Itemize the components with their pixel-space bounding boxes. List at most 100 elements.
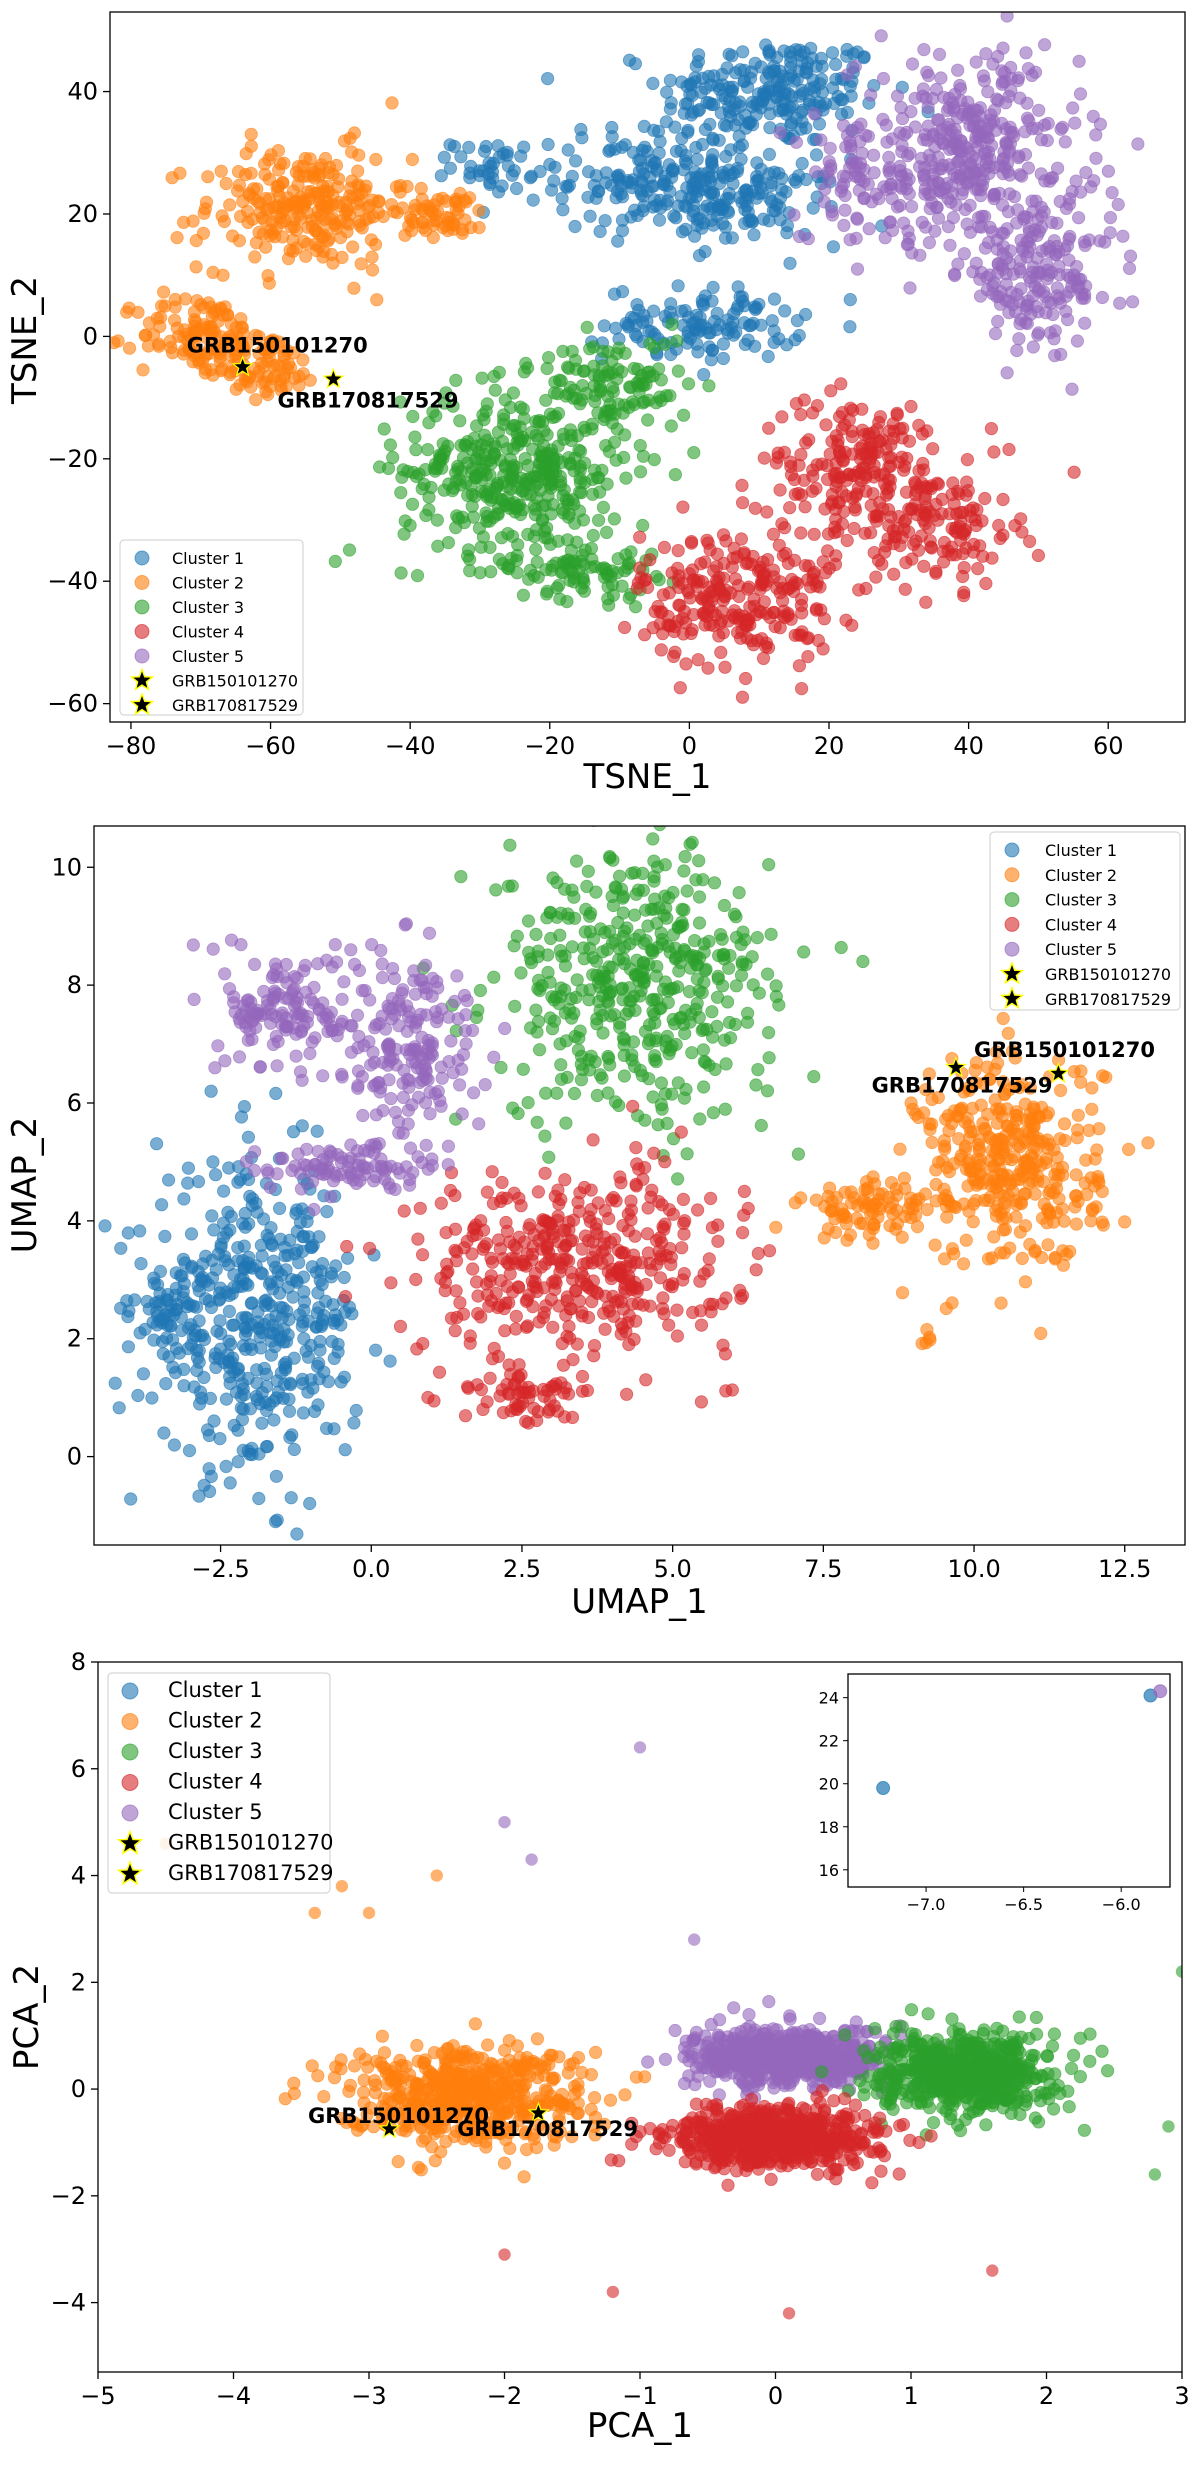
data-point <box>899 555 913 570</box>
data-point <box>567 890 581 904</box>
data-point <box>641 1246 656 1260</box>
data-point <box>654 373 668 387</box>
data-point <box>677 864 691 878</box>
data-point <box>696 873 710 887</box>
data-point <box>814 603 828 617</box>
data-point <box>663 1043 677 1057</box>
data-point <box>219 1392 233 1406</box>
data-point <box>222 1161 236 1175</box>
data-point <box>692 984 706 998</box>
data-point <box>605 577 620 592</box>
data-point <box>520 1319 535 1333</box>
data-point <box>1025 194 1039 208</box>
data-point <box>817 195 831 209</box>
data-point <box>266 1254 281 1268</box>
data-point <box>960 217 974 231</box>
data-point <box>988 326 1003 341</box>
data-point <box>921 100 935 115</box>
data-point <box>959 1233 973 1247</box>
data-point <box>636 883 651 897</box>
data-point <box>528 1266 543 1280</box>
data-point <box>512 1230 526 1244</box>
data-point <box>1095 290 1110 305</box>
data-point <box>931 1155 946 1169</box>
data-point <box>890 1203 904 1218</box>
data-point <box>557 1223 571 1237</box>
data-point <box>708 1062 722 1077</box>
data-point <box>1000 366 1014 380</box>
data-point <box>680 884 694 898</box>
data-point <box>636 396 650 410</box>
data-point <box>500 1191 514 1205</box>
data-point <box>833 471 847 485</box>
data-point <box>485 1352 500 1366</box>
data-point <box>523 477 537 492</box>
data-point <box>255 356 269 370</box>
data-point <box>939 1112 953 1126</box>
data-point <box>405 152 419 167</box>
data-point <box>495 1383 509 1397</box>
data-point <box>550 1086 564 1100</box>
data-point <box>714 106 728 120</box>
data-point <box>353 194 367 208</box>
data-point <box>1031 548 1046 563</box>
data-point <box>494 1060 508 1075</box>
data-point <box>777 521 792 535</box>
data-point <box>574 1073 589 1087</box>
data-point <box>817 1231 831 1245</box>
data-point <box>637 167 651 181</box>
data-point <box>460 1380 475 1394</box>
data-point <box>789 135 804 149</box>
data-point <box>434 169 448 183</box>
data-point <box>701 1263 715 1278</box>
data-point <box>945 1242 960 1256</box>
data-point <box>705 1221 720 1235</box>
data-point <box>980 121 995 135</box>
data-point <box>575 1305 589 1320</box>
data-point <box>555 1336 569 1351</box>
data-point <box>925 541 939 555</box>
data-point <box>822 561 837 575</box>
data-point <box>714 645 728 660</box>
data-point <box>287 999 302 1013</box>
data-point <box>479 440 494 454</box>
y-tick-label: −40 <box>47 567 98 595</box>
data-point <box>757 451 771 465</box>
data-point <box>670 1303 684 1317</box>
data-point <box>604 1272 619 1286</box>
data-point <box>722 1015 737 1030</box>
data-point <box>568 516 582 530</box>
data-point <box>592 994 606 1009</box>
data-point <box>424 480 438 495</box>
data-point <box>590 826 598 827</box>
data-point <box>762 45 776 60</box>
data-point <box>835 180 849 195</box>
data-point <box>540 1241 554 1255</box>
data-point <box>321 1375 335 1389</box>
data-point <box>303 1496 317 1511</box>
data-point <box>270 1059 284 1073</box>
data-point <box>583 342 597 356</box>
data-point <box>231 165 246 179</box>
data-point <box>1123 249 1138 263</box>
data-point <box>904 1096 918 1110</box>
data-point <box>718 660 732 674</box>
data-point <box>653 605 668 619</box>
data-point <box>403 210 417 225</box>
data-point <box>810 458 824 472</box>
data-point <box>607 287 622 301</box>
data-point <box>521 1096 535 1110</box>
data-point <box>162 1173 176 1187</box>
data-point <box>193 1385 208 1399</box>
data-point <box>639 377 653 391</box>
data-point <box>489 883 503 897</box>
data-point <box>690 1203 705 1217</box>
data-point <box>641 1201 655 1215</box>
data-point <box>184 1338 198 1352</box>
data-point <box>463 166 477 180</box>
data-point <box>155 299 169 313</box>
data-point <box>288 1247 302 1261</box>
data-point <box>793 89 807 103</box>
data-point <box>565 940 579 954</box>
data-point <box>741 582 755 596</box>
